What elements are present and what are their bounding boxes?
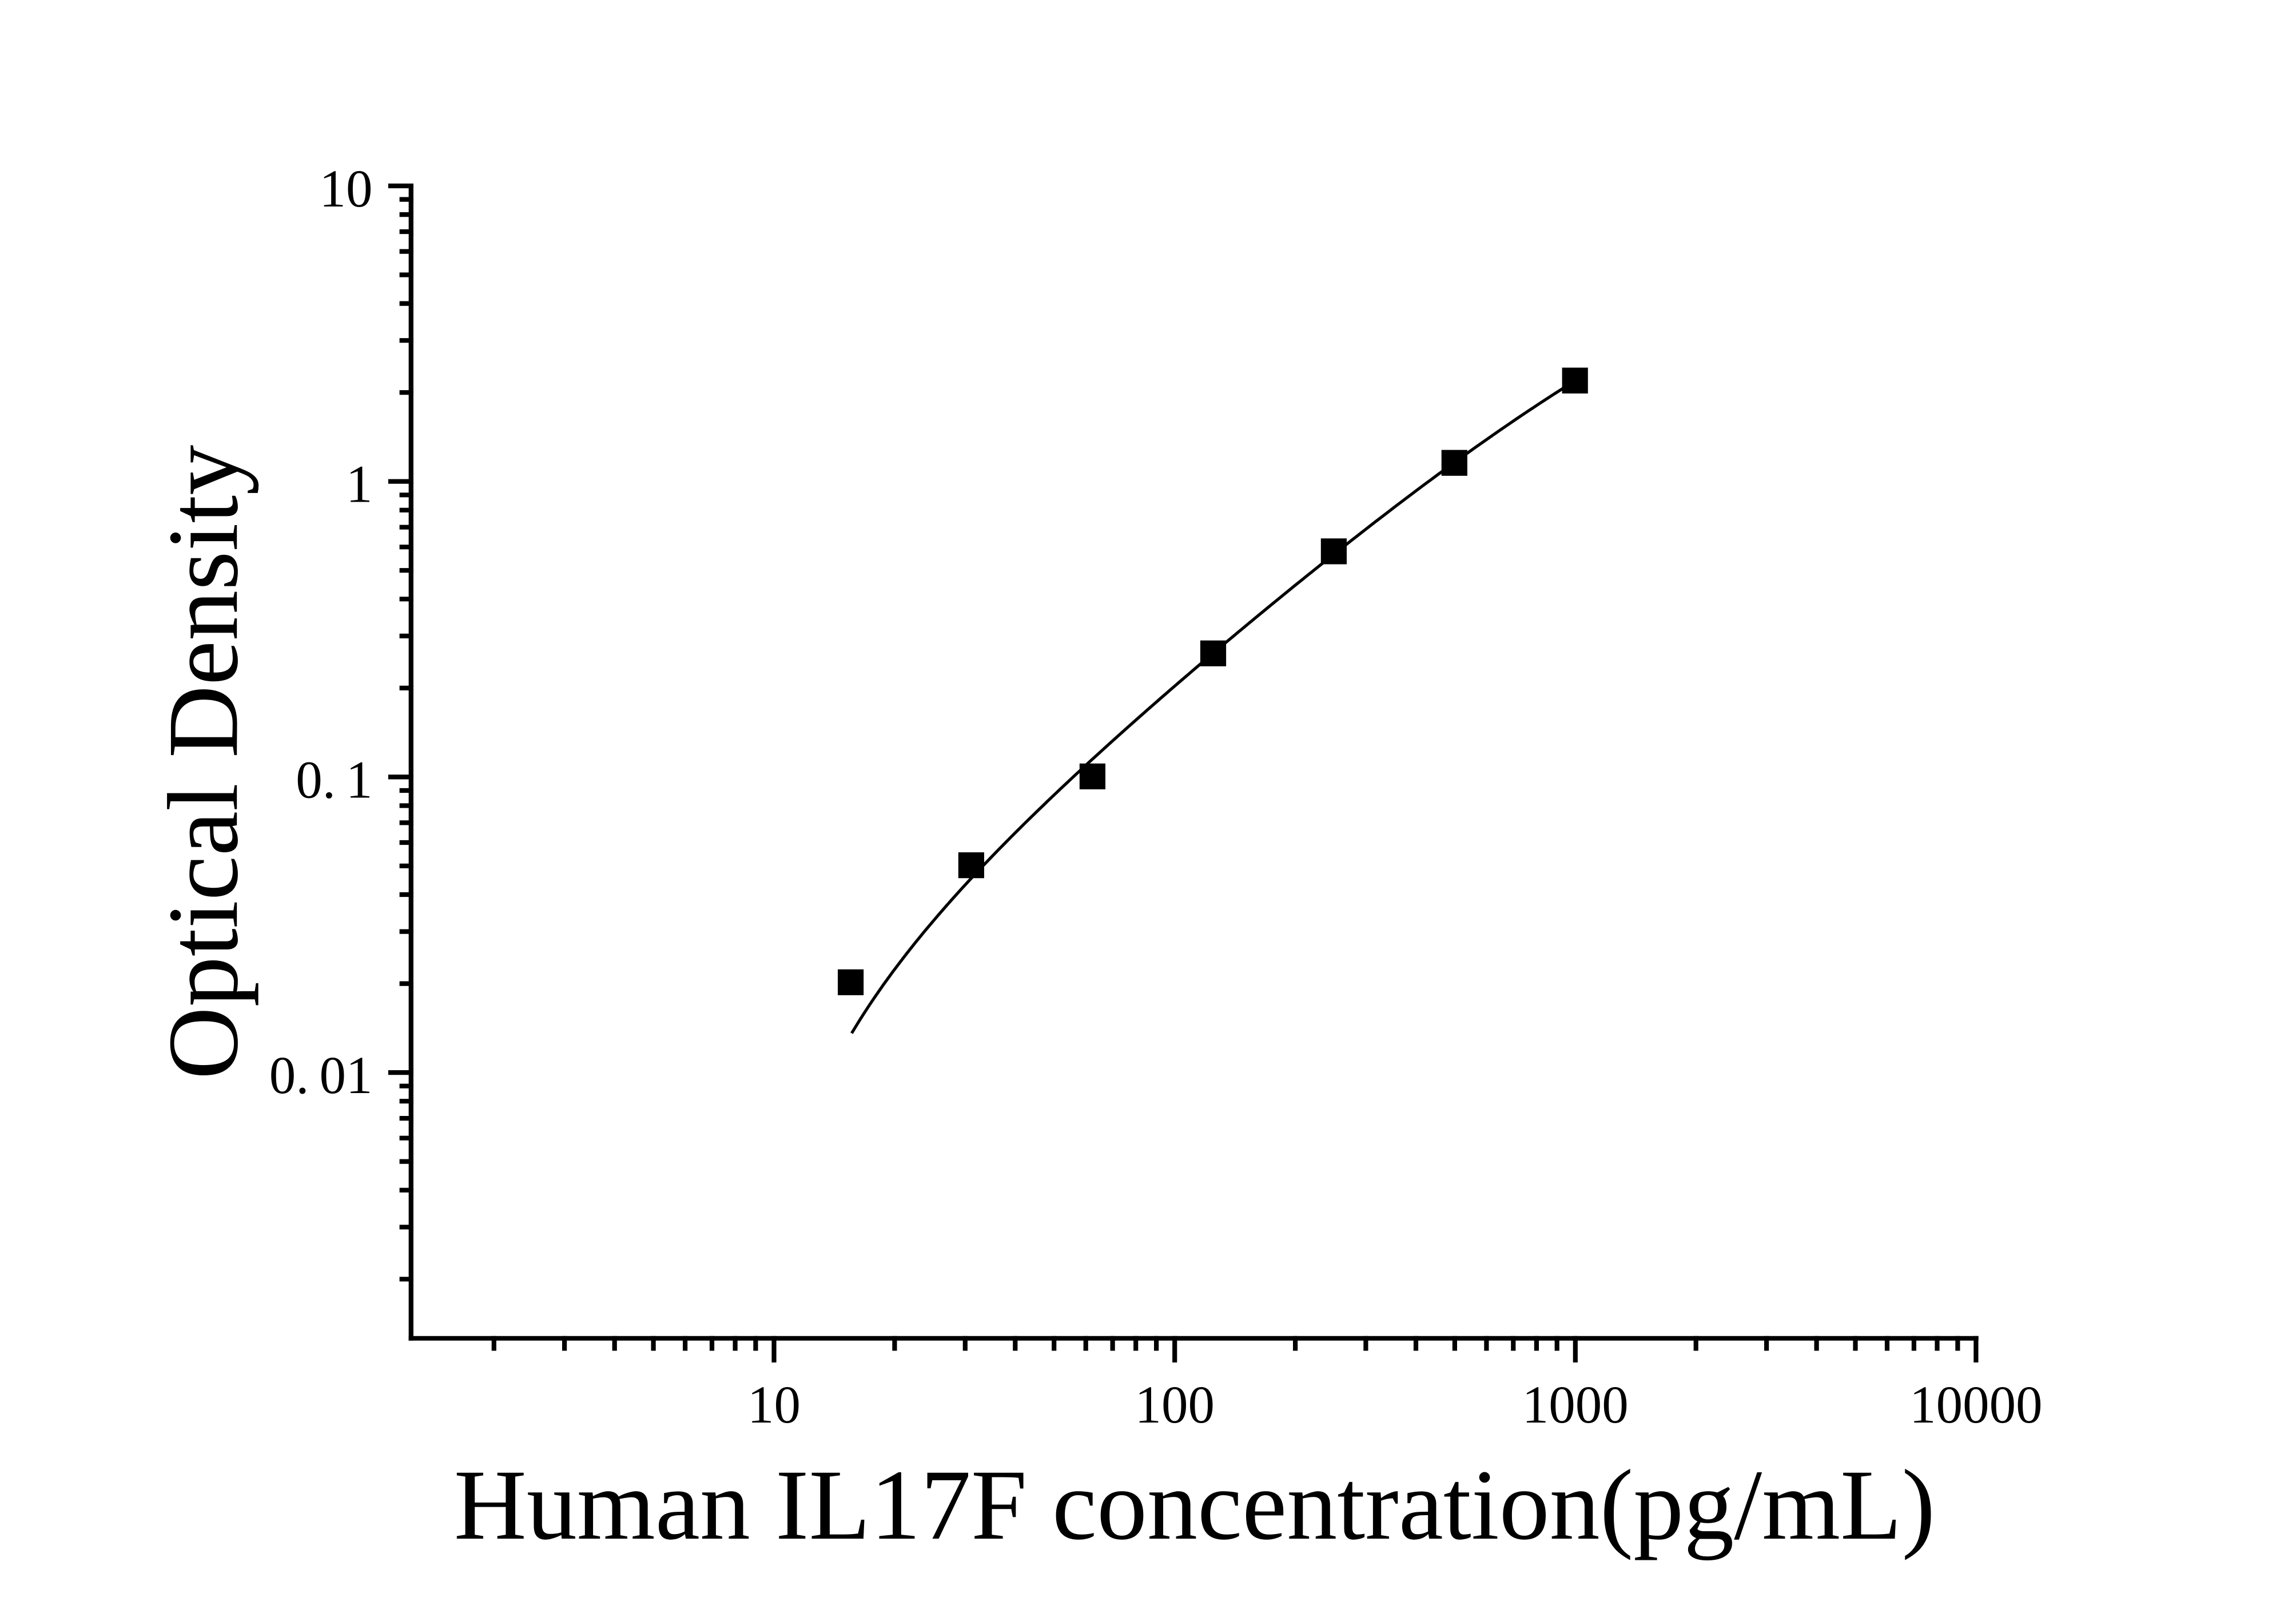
- svg-text:10: 10: [747, 1376, 801, 1435]
- svg-text:100: 100: [1135, 1376, 1215, 1435]
- svg-text:Human IL17F concentration(pg/m: Human IL17F concentration(pg/mL): [454, 1449, 1935, 1561]
- svg-text:10000: 10000: [1909, 1376, 2043, 1435]
- svg-text:1: 1: [346, 455, 373, 514]
- svg-text:0.01: 0. 01: [269, 1046, 373, 1105]
- svg-text:1000: 1000: [1522, 1376, 1629, 1435]
- svg-text:Optical Density: Optical Density: [148, 445, 259, 1080]
- svg-text:10: 10: [320, 160, 373, 218]
- svg-text:0.1: 0. 1: [296, 750, 372, 809]
